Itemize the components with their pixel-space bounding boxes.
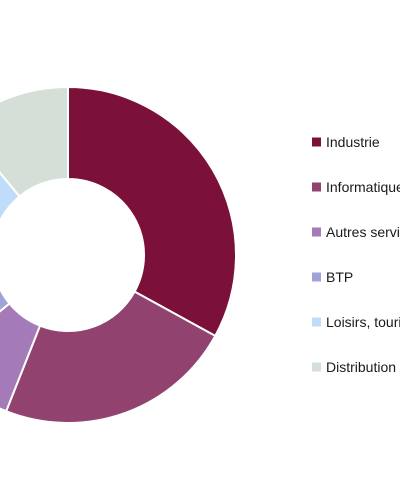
- legend-label-distribution: Distribution: [326, 359, 396, 375]
- slice-autres-services: [0, 302, 42, 413]
- legend-label-loisirs-tourisme: Loisirs, tourisme: [326, 314, 400, 330]
- legend: Industrie Informatique Autres services BTP L…: [312, 134, 400, 375]
- legend-swatch-autres-services: [312, 227, 321, 237]
- legend-label-autres-services: Autres services: [326, 224, 400, 240]
- legend-label-informatique: Informatique: [326, 179, 400, 195]
- legend-swatch-distribution: [312, 362, 321, 372]
- legend-swatch-loisirs-tourisme: [312, 317, 321, 327]
- slice-informatique: [4, 290, 217, 424]
- legend-swatch-informatique: [312, 182, 321, 192]
- slice-btp: [0, 286, 11, 313]
- slice-industrie: [67, 85, 238, 338]
- slice-loisirs-tourisme: [0, 171, 21, 224]
- legend-swatch-industrie: [312, 137, 321, 147]
- legend-label-industrie: Industrie: [326, 134, 380, 150]
- slice-distribution: [0, 85, 69, 198]
- legend-label-btp: BTP: [326, 269, 353, 285]
- donut-slices: [0, 85, 238, 424]
- legend-swatch-btp: [312, 272, 321, 282]
